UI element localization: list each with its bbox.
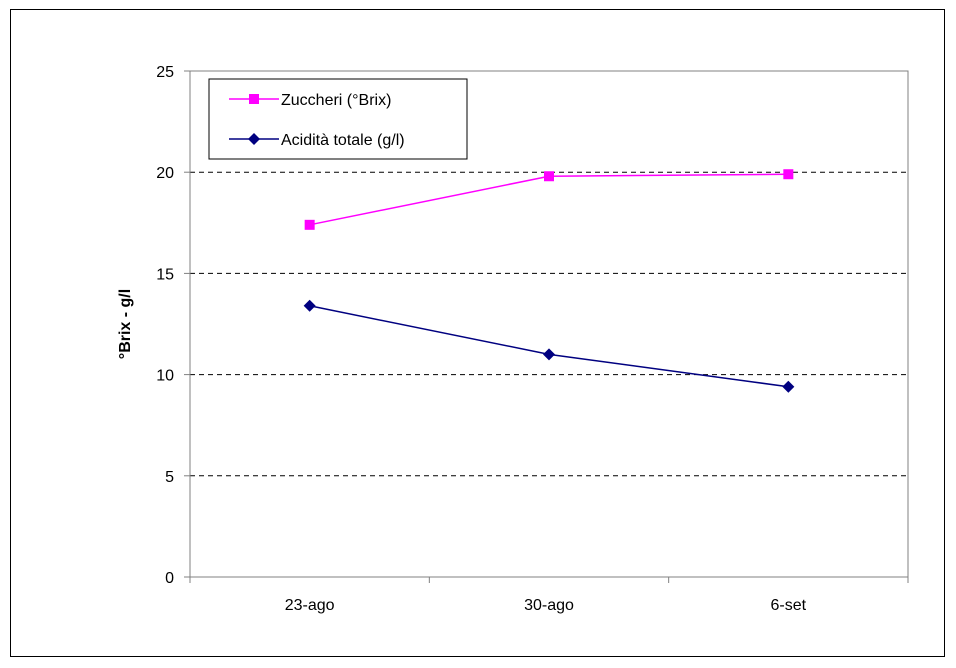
y-tick-label: 15 xyxy=(156,266,174,283)
x-tick-label: 30-ago xyxy=(524,597,574,614)
series-acidita xyxy=(303,299,795,393)
x-tick-label: 23-ago xyxy=(285,597,335,614)
data-point xyxy=(782,380,795,393)
legend-entry: Zuccheri (°Brix) xyxy=(229,92,391,109)
legend-swatch-marker xyxy=(249,94,259,104)
y-tick-label: 10 xyxy=(156,368,174,385)
y-tick-label: 0 xyxy=(165,570,174,587)
y-axis-label: °Brix - g/l xyxy=(117,289,134,359)
legend-box xyxy=(208,78,468,160)
plot-area xyxy=(189,70,909,578)
y-tick-label: 5 xyxy=(165,469,174,486)
series xyxy=(303,169,795,393)
y-tick-label: 25 xyxy=(156,64,174,81)
axes: 0 5 10 15 20 25 23-ago 30-ago 6-set xyxy=(156,64,909,614)
x-tick-label: 6-set xyxy=(771,597,807,614)
data-point xyxy=(304,219,315,230)
legend: Zuccheri (°Brix) Acidità totale (g/l) xyxy=(208,78,468,160)
chart-frame xyxy=(10,9,945,657)
y-tick-label: 20 xyxy=(156,165,174,182)
series-zuccheri xyxy=(304,169,794,230)
legend-entry: Acidità totale (g/l) xyxy=(229,132,405,149)
data-point xyxy=(543,348,555,361)
legend-label: Zuccheri (°Brix) xyxy=(281,92,391,109)
data-point xyxy=(783,169,794,180)
data-point xyxy=(303,299,316,312)
data-point xyxy=(544,171,554,182)
series-line xyxy=(309,173,789,226)
legend-label: Acidità totale (g/l) xyxy=(281,132,405,149)
legend-swatch-marker xyxy=(248,133,260,145)
